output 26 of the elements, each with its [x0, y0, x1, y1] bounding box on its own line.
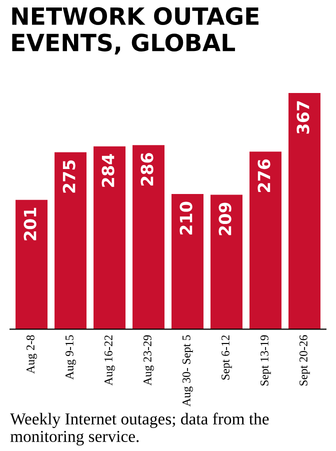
x-tick-label: Sept 13-19 [260, 335, 271, 386]
x-tick-label: Aug 30- Sept 5 [182, 335, 193, 406]
x-tick-label: Sept 20-26 [299, 335, 310, 386]
x-tick-label: Sept 6-12 [222, 335, 232, 380]
data-label: 286 [140, 152, 154, 186]
bar [172, 194, 204, 330]
x-tick-label: Aug 16-22 [104, 335, 115, 386]
bar [249, 152, 282, 330]
x-tick-label: Aug 9-15 [66, 335, 76, 380]
bar [210, 194, 242, 330]
chart-title: NETWORK OUTAGE EVENTS, GLOBAL [12, 7, 258, 54]
data-label: 284 [102, 154, 114, 187]
bar [94, 146, 126, 330]
data-label: 209 [218, 202, 232, 236]
bar [54, 152, 87, 330]
x-tick-label: Aug 2-8 [26, 335, 37, 374]
data-label: 210 [180, 202, 192, 234]
bar [288, 92, 320, 330]
bar [16, 200, 48, 330]
bar [132, 145, 164, 330]
text: Weekly Internet outages; data from the monitoring service. [10, 412, 269, 446]
data-label: 367 [296, 101, 310, 134]
x-tick-label: Aug 23-29 [143, 335, 154, 386]
data-label: 275 [62, 160, 76, 193]
data-label: 201 [24, 208, 36, 240]
data-label: 276 [258, 159, 270, 192]
